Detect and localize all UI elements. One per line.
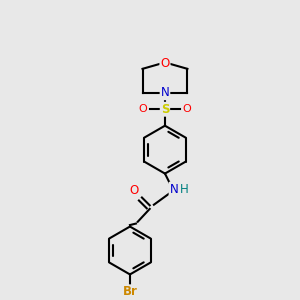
Text: Br: Br [122, 285, 137, 298]
Text: O: O [183, 104, 191, 114]
Text: O: O [130, 184, 139, 196]
Text: O: O [138, 104, 147, 114]
Text: H: H [180, 183, 189, 196]
Text: N: N [169, 183, 178, 196]
Text: S: S [161, 103, 169, 116]
Text: O: O [160, 57, 170, 70]
Text: N: N [160, 86, 169, 99]
